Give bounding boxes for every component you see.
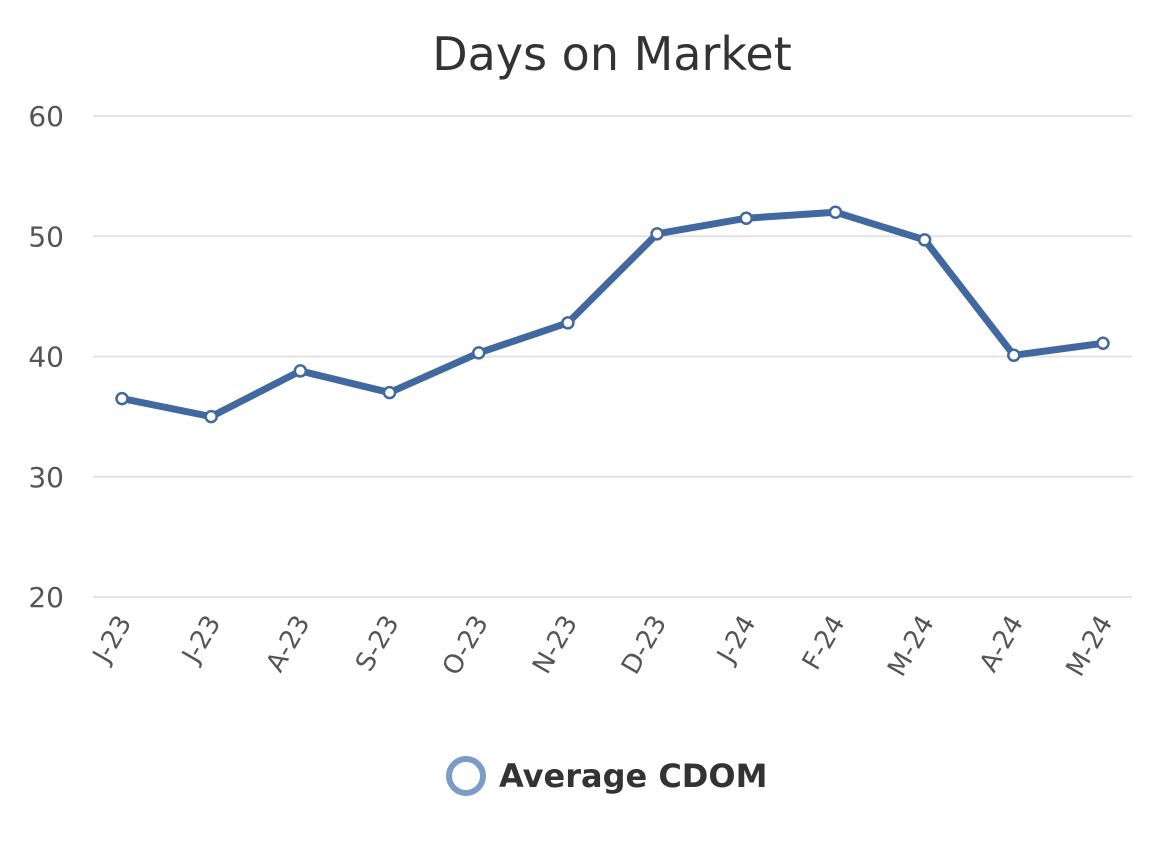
x-tick-label: N-23: [527, 611, 584, 680]
x-tick-label: A-23: [261, 611, 317, 678]
data-point[interactable]: [471, 346, 486, 360]
data-point[interactable]: [115, 391, 129, 406]
data-point[interactable]: [739, 211, 754, 225]
x-axis: J-23 J-23 A-23 S-23 O-23 N-23 D-23 J-24 F-24 M-24…: [86, 610, 1119, 681]
x-tick-label: F-24: [797, 611, 852, 676]
series-average-cdom: [115, 205, 1110, 424]
data-point[interactable]: [382, 385, 397, 400]
data-point[interactable]: [828, 205, 843, 219]
x-tick-label: M-24: [882, 611, 940, 682]
data-point[interactable]: [561, 316, 575, 330]
x-tick-label: M-24: [1061, 611, 1119, 682]
chart-title: Days on Market: [432, 27, 791, 81]
gridlines: [93, 115, 1132, 598]
x-tick-label: J-24: [711, 611, 763, 670]
y-tick-label: 20: [28, 581, 64, 614]
legend-label: Average CDOM: [499, 757, 767, 795]
x-tick-label: J-23: [176, 611, 228, 670]
data-point[interactable]: [917, 233, 932, 247]
data-point[interactable]: [650, 227, 664, 241]
y-tick-label: 30: [28, 461, 64, 494]
data-point[interactable]: [1096, 336, 1110, 351]
x-tick-label: A-24: [974, 610, 1030, 677]
series-line: [118, 208, 1107, 421]
y-tick-label: 60: [28, 100, 64, 133]
data-point[interactable]: [204, 409, 218, 424]
y-tick-label: 50: [28, 220, 64, 253]
x-tick-label: S-23: [350, 611, 405, 677]
x-tick-label: O-23: [437, 611, 495, 681]
x-tick-label: J-23: [86, 611, 138, 670]
data-point[interactable]: [293, 364, 308, 378]
data-point[interactable]: [1007, 348, 1021, 363]
x-tick-label: D-23: [616, 611, 673, 680]
legend[interactable]: Average CDOM: [446, 756, 767, 796]
y-axis: 20 30 40 50 60: [28, 100, 64, 614]
legend-marker: [446, 756, 486, 796]
y-tick-label: 40: [28, 341, 64, 374]
